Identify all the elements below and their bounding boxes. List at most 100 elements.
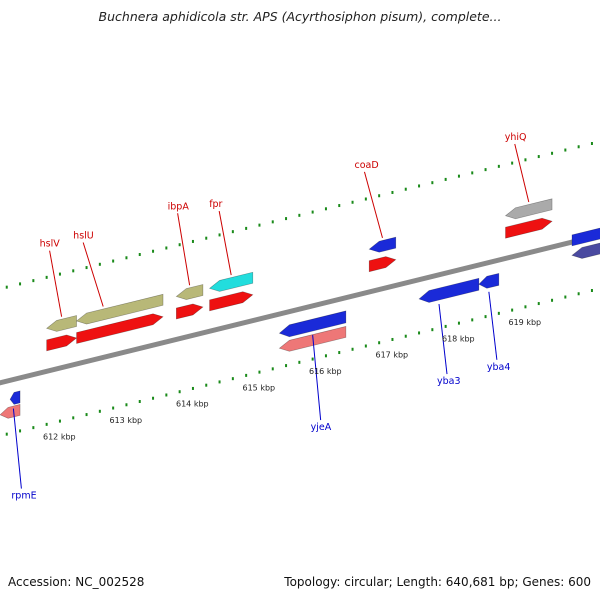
leader-line [514, 143, 530, 203]
ruler-tick [298, 360, 301, 364]
gene-label-rpmE[interactable]: rpmE [11, 491, 36, 502]
ruler-tick [418, 331, 421, 335]
gene-feature-ibpA[interactable] [175, 284, 204, 300]
ruler-tick [351, 200, 354, 204]
gene-label-coaD[interactable]: coaD [354, 160, 378, 171]
ruler-tick [457, 174, 460, 178]
cds-feature-yhiQ[interactable] [505, 217, 553, 239]
gene-feature-hslV[interactable] [46, 315, 77, 332]
cds-feature-coaD[interactable] [368, 256, 397, 273]
leader-line [82, 242, 104, 307]
ruler-tick [5, 432, 8, 436]
ruler-tick [537, 302, 540, 306]
ruler-tick [418, 184, 421, 188]
page-title: Buchnera aphidicola str. APS (Acyrthosip… [98, 9, 502, 24]
gene-label-ibpA[interactable]: ibpA [168, 201, 190, 212]
ruler-tick [285, 364, 288, 368]
ruler-tick [338, 351, 341, 355]
leader-line [312, 335, 322, 421]
ruler-tick [551, 151, 554, 155]
leader-line [363, 171, 383, 239]
gene-feature-yba4[interactable] [478, 272, 500, 289]
ruler-tick-label: 613 kbp [110, 416, 143, 425]
gene-feature-unlabeled[interactable] [571, 234, 600, 259]
ruler-tick-label: 614 kbp [176, 400, 209, 409]
ruler-tick [72, 269, 75, 273]
ruler-tick-label: 617 kbp [376, 351, 409, 360]
ruler-tick [484, 315, 487, 319]
ruler-tick [125, 403, 128, 407]
ruler-tick [32, 279, 35, 283]
ruler-tick [245, 373, 248, 377]
gene-feature-hslU[interactable] [75, 293, 164, 325]
gene-label-fpr[interactable]: fpr [209, 199, 222, 210]
ruler-tick [484, 168, 487, 172]
genome-backbone [0, 232, 600, 386]
ruler-tick [378, 341, 381, 345]
gene-label-yhiQ[interactable]: yhiQ [505, 132, 527, 143]
ruler-tick [524, 305, 527, 309]
gene-label-yjeA[interactable]: yjeA [311, 422, 332, 433]
ruler-tick [19, 429, 22, 433]
gene-label-yba3[interactable]: yba3 [437, 376, 461, 387]
ruler-tick [19, 282, 22, 286]
ruler-tick [324, 207, 327, 211]
ruler-tick [298, 213, 301, 217]
ruler-tick [444, 177, 447, 181]
gene-feature-rpmE[interactable] [9, 390, 21, 405]
ruler-tick [191, 386, 194, 390]
leader-line [177, 213, 191, 286]
ruler-tick-label: 616 kbp [309, 367, 342, 376]
ruler-tick [125, 256, 128, 260]
ruler-tick [58, 419, 61, 423]
ruler-tick [404, 187, 407, 191]
gene-feature-fpr[interactable] [208, 271, 254, 292]
ruler-tick [511, 308, 514, 312]
cds-feature-hslU[interactable] [76, 313, 164, 344]
leader-line [218, 210, 232, 276]
ruler-tick [218, 380, 221, 384]
ruler-tick [32, 426, 35, 430]
cds-feature-ibpA[interactable] [176, 303, 204, 320]
ruler-tick [271, 367, 274, 371]
ruler-tick [5, 285, 8, 289]
cds-feature-fpr[interactable] [209, 291, 254, 312]
ruler-tick [364, 197, 367, 201]
cds-feature-hslV[interactable] [46, 334, 78, 352]
gene-feature-coaD[interactable] [368, 236, 397, 253]
ruler-tick-label: 618 kbp [442, 334, 475, 343]
ruler-tick [72, 416, 75, 420]
gene-feature-unlabeled-2[interactable] [571, 221, 600, 247]
ruler-tick [231, 230, 234, 234]
ruler-tick [497, 311, 500, 315]
ruler-tick-label: 619 kbp [509, 318, 542, 327]
ruler-tick [497, 164, 500, 168]
gene-label-yba4[interactable]: yba4 [487, 362, 511, 373]
gene-label-hslV[interactable]: hslV [40, 239, 61, 250]
ruler-tick [511, 161, 514, 165]
leader-line [438, 303, 448, 375]
gene-feature-yba3[interactable] [418, 277, 480, 303]
ruler-tick [444, 324, 447, 328]
ruler-tick [231, 377, 234, 381]
ruler-tick [112, 259, 115, 263]
forward-ruler-track [5, 141, 593, 289]
ruler-tick [98, 409, 101, 413]
ruler-tick-label: 612 kbp [43, 432, 76, 441]
ruler-tick [471, 171, 474, 175]
ruler-tick [178, 243, 181, 247]
gene-label-hslU[interactable]: hslU [73, 230, 94, 241]
ruler-tick [551, 298, 554, 302]
ruler-tick [590, 141, 593, 145]
ruler-tick [58, 272, 61, 276]
ruler-tick [590, 288, 593, 292]
gene-feature-yjeA[interactable] [278, 310, 347, 338]
ruler-tick [378, 194, 381, 198]
genome-summary: Topology: circular; Length: 640,681 bp; … [284, 575, 591, 589]
ruler-tick [152, 396, 155, 400]
cds-feature-rpmE[interactable] [0, 404, 21, 419]
gene-feature-yhiQ[interactable] [504, 198, 553, 220]
ruler-tick [431, 181, 434, 185]
ruler-tick [351, 347, 354, 351]
